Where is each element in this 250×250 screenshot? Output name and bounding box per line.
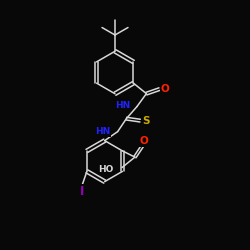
Text: I: I: [80, 185, 84, 198]
Text: HN: HN: [96, 127, 111, 136]
Text: S: S: [142, 116, 150, 126]
Text: HN: HN: [115, 101, 130, 110]
Text: O: O: [139, 136, 148, 146]
Text: O: O: [160, 84, 169, 94]
Text: HO: HO: [98, 165, 114, 174]
